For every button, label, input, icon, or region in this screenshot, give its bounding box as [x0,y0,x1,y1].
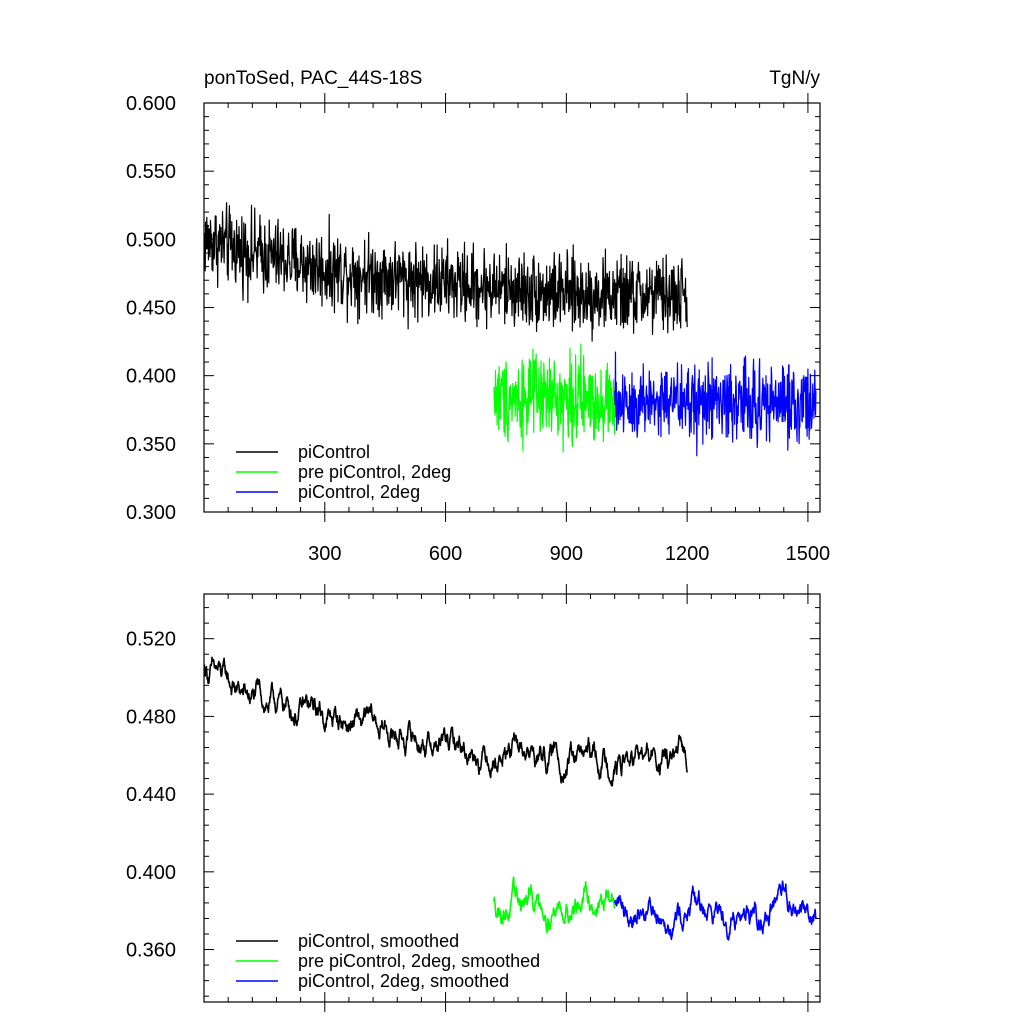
series-line-bottom-1 [493,876,616,934]
top-panel: 0.300 0.350 0.400 0.450 0.500 0.550 0.600 300 60… [126,93,830,565]
legend-label-bottom-2: piControl, 2deg, smoothed [298,971,509,991]
y-tick-label-top: 0.450 [126,298,176,320]
legend-label-top-1: pre piControl, 2deg [298,462,451,482]
legend-label-top-0: piControl [298,442,370,462]
x-tick-label-top: 1500 [786,543,831,565]
series-line-top-2 [614,351,817,457]
chart-title: ponToSed, PAC_44S-18S [204,68,422,89]
chart-units: TgN/y [769,68,820,89]
y-tick-label-top: 0.400 [126,366,176,388]
y-tick-label-top: 0.300 [126,502,176,524]
series-line-top-1 [493,343,616,453]
x-tick-label-top: 300 [308,543,341,565]
x-tick-label-top: 900 [550,543,583,565]
y-tick-label-top: 0.350 [126,434,176,456]
series-line-bottom-2 [613,880,817,941]
y-tick-label-bottom: 0.360 [126,940,176,962]
y-tick-label-bottom: 0.480 [126,706,176,728]
y-tick-label-top: 0.500 [126,229,176,251]
y-tick-label-bottom: 0.440 [126,784,176,806]
legend-label-bottom-1: pre piControl, 2deg, smoothed [298,951,540,971]
legend-label-bottom-0: piControl, smoothed [298,931,459,951]
plot-frame-bottom [203,593,821,1003]
x-tick-label-top: 600 [429,543,462,565]
bottom-panel: 0.360 0.400 0.440 0.480 0.520 piControl, smoo… [126,584,821,1012]
y-tick-label-bottom: 0.520 [126,629,176,651]
x-tick-label-top: 1200 [665,543,710,565]
series-line-bottom-0 [203,656,688,787]
legend-label-top-2: piControl, 2deg [298,482,420,502]
y-tick-label-top: 0.550 [126,161,176,183]
y-tick-label-top: 0.600 [126,93,176,115]
y-tick-label-bottom: 0.400 [126,862,176,884]
series-line-top-0 [203,202,688,342]
